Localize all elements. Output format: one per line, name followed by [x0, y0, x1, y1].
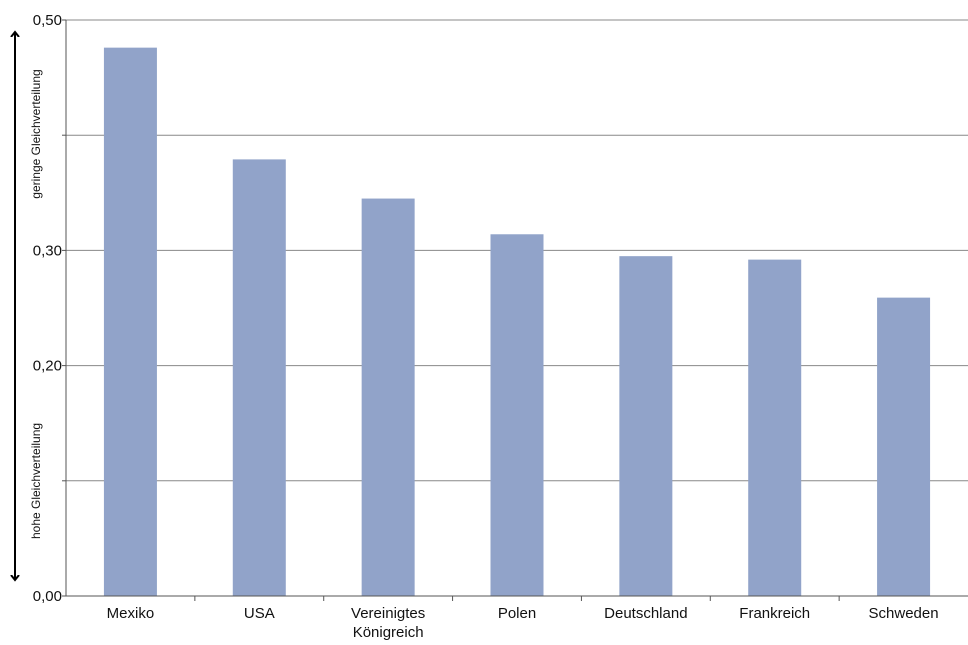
bar — [361, 198, 415, 596]
bar — [748, 259, 802, 596]
x-tick-label: Frankreich — [739, 605, 810, 622]
bar — [877, 297, 931, 596]
axis-annotation: geringe Gleichverteilung hohe Gleichvert… — [15, 32, 43, 580]
x-tick-label: USA — [244, 605, 275, 622]
bar — [619, 256, 673, 596]
annotation-bottom-label: hohe Gleichverteilung — [29, 423, 43, 539]
bar — [490, 234, 544, 596]
x-tick-label: Vereinigtes Königreich — [351, 605, 425, 641]
axes — [62, 19, 968, 601]
x-tick-label: Polen — [498, 605, 536, 622]
y-tick-label: 0,50 — [33, 12, 62, 29]
x-tick-label: Schweden — [869, 605, 939, 622]
y-tick-label: 0,20 — [33, 358, 62, 375]
x-tick-label: Deutschland — [604, 605, 687, 622]
bar — [232, 159, 286, 596]
annotation-top-label: geringe Gleichverteilung — [29, 69, 43, 198]
bar — [103, 47, 157, 596]
bars — [103, 47, 931, 596]
x-tick-label: Mexiko — [107, 605, 155, 622]
y-tick-label: 0,30 — [33, 242, 62, 259]
y-tick-label: 0,00 — [33, 588, 62, 605]
labels: 0,00 0,20 0,30 0,50 Mexiko USA Vereinigtes Köni… — [33, 12, 939, 641]
